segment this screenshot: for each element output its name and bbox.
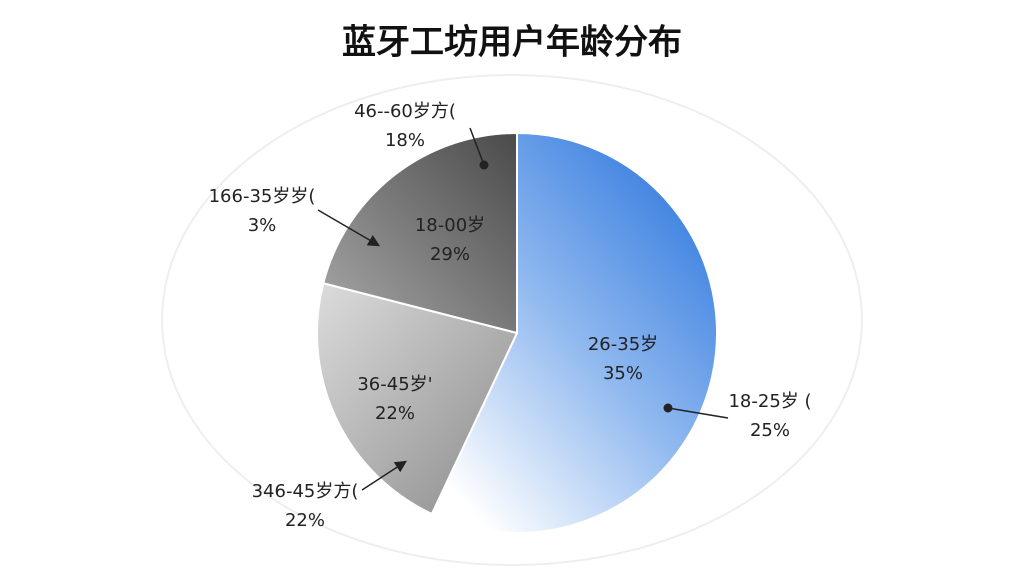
annotation-value: 3% — [248, 215, 277, 236]
annotation-value: 35% — [603, 363, 643, 384]
annotation-label: 26-35岁 — [588, 334, 658, 355]
leader-dot — [479, 160, 489, 170]
annotation-value: 22% — [375, 403, 415, 424]
leader-line — [667, 407, 729, 419]
backdrop — [161, 74, 863, 566]
annotation-label: 18-25岁 ( — [728, 391, 811, 412]
leader-line — [361, 460, 408, 491]
leader-dot — [663, 403, 673, 413]
annotations: 46--60岁方( 18% 166-35岁岁( 3% 18-00岁 29% 26-35岁 35… — [209, 101, 812, 531]
pie-slice — [316, 282, 519, 516]
pie-slice — [430, 131, 718, 534]
annotation-value: 18% — [385, 130, 425, 151]
annotation-label: 36-45岁' — [357, 374, 432, 395]
annotation-label: 46--60岁方( — [354, 101, 456, 122]
annotation-value: 22% — [285, 510, 325, 531]
pie-slice — [322, 131, 518, 335]
leader-line — [469, 127, 485, 166]
annotation-value: 25% — [750, 420, 790, 441]
annotation-value: 29% — [430, 244, 470, 265]
pie — [316, 131, 718, 534]
chart-title: 蓝牙工坊用户年龄分布 — [342, 23, 682, 63]
leader-line — [317, 209, 381, 247]
annotation-label: 346-45岁方( — [252, 481, 359, 502]
annotation-label: 18-00岁 — [415, 215, 485, 236]
annotation-label: 166-35岁岁( — [209, 186, 316, 207]
